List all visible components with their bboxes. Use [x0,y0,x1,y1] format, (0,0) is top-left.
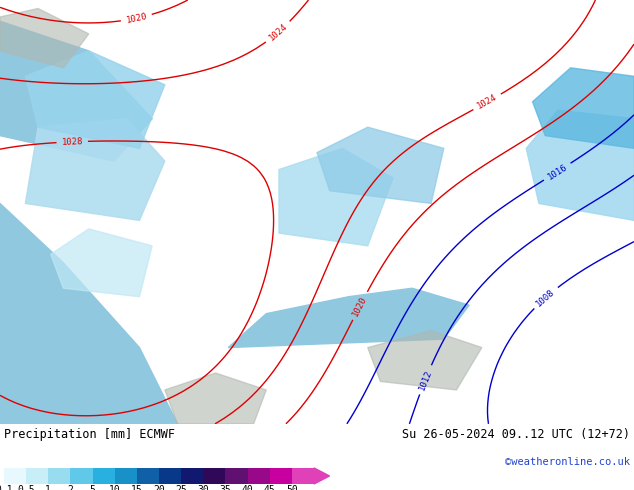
Polygon shape [228,288,469,347]
Bar [181,468,204,484]
Text: Su 26-05-2024 09..12 UTC (12+72): Su 26-05-2024 09..12 UTC (12+72) [402,428,630,441]
Bar [247,468,269,484]
Text: 45: 45 [264,485,276,490]
Text: 1028: 1028 [61,137,83,147]
Text: 1008: 1008 [534,287,557,308]
Text: 15: 15 [131,485,143,490]
Text: 1024: 1024 [476,93,499,111]
Polygon shape [317,127,444,203]
Bar [292,468,314,484]
Text: 1024: 1024 [267,22,289,43]
Polygon shape [368,331,482,390]
Polygon shape [0,21,152,161]
Text: 25: 25 [175,485,187,490]
Bar [115,468,137,484]
Text: 0.1: 0.1 [0,485,13,490]
Text: 40: 40 [242,485,254,490]
Bar [26,468,48,484]
Polygon shape [25,119,165,220]
Polygon shape [0,203,178,424]
Polygon shape [51,229,152,297]
Polygon shape [526,110,634,220]
Text: 5: 5 [89,485,96,490]
Polygon shape [25,51,165,148]
Text: 1: 1 [46,485,51,490]
Bar [4,468,26,484]
Bar [48,468,70,484]
Text: 20: 20 [153,485,165,490]
Polygon shape [279,148,393,246]
Text: 30: 30 [197,485,209,490]
Bar [159,468,181,484]
Text: 2: 2 [67,485,74,490]
Text: 0.5: 0.5 [17,485,35,490]
Text: 50: 50 [286,485,298,490]
Polygon shape [165,373,266,424]
Polygon shape [0,373,63,424]
Text: 35: 35 [219,485,231,490]
Polygon shape [0,8,89,68]
Bar [137,468,159,484]
Polygon shape [533,68,634,148]
Polygon shape [314,468,330,484]
Text: 1020: 1020 [125,12,148,25]
Bar [226,468,247,484]
Text: 10: 10 [109,485,120,490]
Bar [93,468,115,484]
Text: 1016: 1016 [546,162,569,181]
Text: 1012: 1012 [417,368,434,392]
Bar [204,468,226,484]
Text: 1020: 1020 [351,294,369,318]
Text: ©weatheronline.co.uk: ©weatheronline.co.uk [505,457,630,467]
Bar [269,468,292,484]
Bar [70,468,93,484]
Text: Precipitation [mm] ECMWF: Precipitation [mm] ECMWF [4,428,175,441]
